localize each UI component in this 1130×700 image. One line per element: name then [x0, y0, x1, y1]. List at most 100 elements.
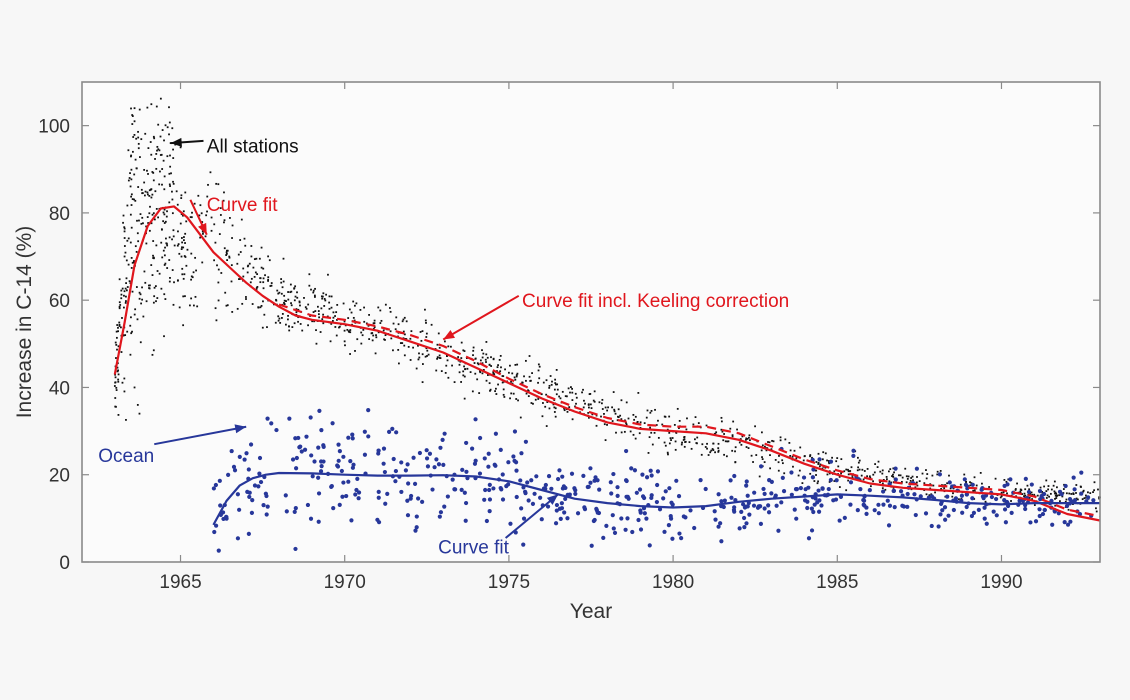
station-point: [163, 175, 166, 178]
station-point: [137, 240, 140, 243]
station-point: [160, 287, 163, 290]
ocean-point: [864, 505, 869, 510]
station-point: [614, 412, 617, 415]
station-point: [114, 397, 117, 399]
station-point: [239, 277, 242, 280]
station-point: [260, 246, 263, 249]
annotation-arrow-head: [546, 494, 559, 505]
station-point: [888, 480, 891, 483]
station-point: [121, 287, 124, 290]
station-point: [145, 300, 148, 303]
ocean-point: [356, 490, 362, 495]
station-point: [262, 300, 264, 303]
station-point: [156, 145, 159, 148]
ocean-point: [947, 480, 952, 485]
station-point: [650, 409, 653, 412]
station-point: [218, 233, 221, 235]
ocean-point: [1091, 498, 1096, 503]
ocean-point: [929, 523, 934, 529]
station-point: [488, 382, 491, 385]
station-point: [183, 236, 185, 238]
station-point: [405, 338, 408, 340]
station-point: [616, 419, 619, 422]
station-point: [792, 465, 794, 468]
station-point: [540, 393, 543, 396]
station-point: [873, 471, 876, 474]
station-point: [148, 284, 150, 287]
ocean-point: [644, 475, 650, 480]
station-point: [554, 415, 557, 418]
station-point: [264, 274, 266, 277]
ocean-point: [979, 487, 984, 492]
station-point: [528, 355, 531, 357]
station-point: [289, 291, 292, 294]
station-point: [649, 426, 651, 429]
station-point: [131, 330, 133, 333]
station-point: [777, 469, 780, 472]
station-point: [647, 452, 650, 454]
station-point: [119, 304, 122, 306]
ocean-point: [761, 486, 766, 492]
station-point: [191, 211, 193, 214]
ocean-point: [1023, 506, 1028, 512]
station-point: [663, 441, 666, 444]
station-point: [514, 378, 517, 381]
ocean-point: [473, 458, 478, 463]
station-point: [323, 297, 326, 300]
station-point: [135, 250, 138, 253]
station-point: [154, 158, 156, 160]
station-point: [361, 334, 364, 337]
station-point: [122, 334, 125, 337]
station-point: [872, 473, 875, 476]
ocean-point: [789, 492, 794, 497]
station-point: [1075, 484, 1078, 486]
station-point: [1093, 489, 1095, 492]
station-point: [242, 275, 245, 278]
station-point: [349, 329, 352, 331]
station-point: [463, 350, 466, 352]
station-point: [877, 460, 880, 463]
station-point: [905, 475, 908, 478]
station-point: [382, 329, 385, 332]
station-point: [690, 447, 693, 450]
station-point: [236, 262, 239, 265]
ocean-point: [1037, 489, 1043, 494]
ocean-point: [514, 468, 519, 473]
station-point: [132, 136, 135, 138]
station-point: [117, 380, 120, 383]
station-point: [397, 348, 400, 351]
station-point: [287, 298, 290, 301]
station-point: [741, 435, 744, 438]
station-point: [458, 371, 461, 374]
ocean-point: [756, 504, 761, 509]
ocean-point: [581, 473, 586, 478]
station-point: [409, 359, 412, 361]
station-point: [634, 415, 637, 418]
station-point: [201, 261, 204, 264]
station-point: [150, 103, 153, 106]
ocean-point: [500, 497, 506, 502]
station-point: [145, 242, 148, 245]
ocean-point: [789, 470, 794, 475]
station-point: [725, 455, 728, 458]
station-point: [463, 397, 466, 400]
ocean-point: [393, 468, 399, 474]
station-point: [128, 177, 131, 179]
station-point: [168, 172, 171, 175]
ocean-point: [982, 505, 987, 510]
station-point: [127, 263, 130, 266]
station-point: [241, 302, 244, 305]
station-point: [1065, 498, 1068, 501]
station-point: [150, 153, 153, 156]
station-point: [705, 424, 708, 427]
station-point: [611, 406, 614, 409]
station-point: [239, 251, 242, 253]
ocean-point: [585, 484, 590, 490]
ocean-point: [539, 517, 544, 522]
station-point: [1054, 494, 1057, 497]
station-point: [727, 440, 730, 443]
station-point: [916, 476, 918, 478]
station-point: [180, 194, 183, 197]
station-point: [583, 399, 585, 402]
